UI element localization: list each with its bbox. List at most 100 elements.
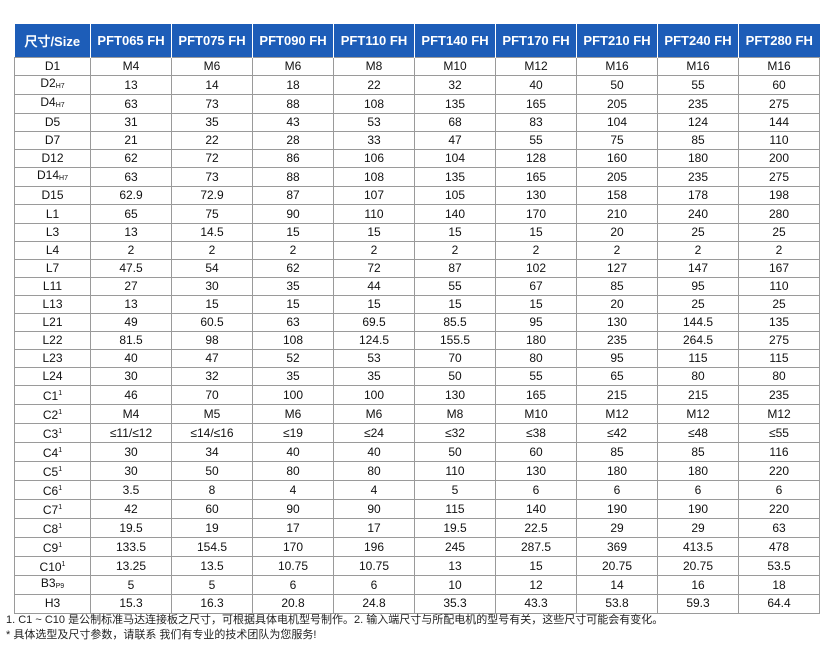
- value-cell: 30: [90, 442, 172, 463]
- row-label-cell: D1: [14, 56, 91, 77]
- value-cell: ≤19: [252, 423, 334, 444]
- table-row: D2H7 13 14 18 22 32 40 50 55 60: [14, 75, 820, 96]
- value-cell: ≤32: [414, 423, 496, 444]
- row-label-cell: D12: [14, 149, 91, 169]
- value-cell: 245: [414, 537, 496, 558]
- value-cell: 127: [576, 258, 658, 278]
- value-cell: 68: [414, 113, 496, 133]
- row-label-subscript: P9: [55, 583, 65, 591]
- value-cell: 2: [333, 240, 415, 260]
- table-row: C41 30 34 40 40 50 60 85 85 116: [14, 442, 820, 463]
- value-cell: 73: [171, 167, 253, 188]
- value-cell: 53.8: [576, 594, 658, 614]
- value-cell: 15: [495, 222, 577, 242]
- row-label: C2: [42, 408, 59, 423]
- value-cell: 235: [657, 94, 739, 115]
- value-cell: M6: [171, 56, 253, 77]
- table-row: C21 M4 M5 M6 M6 M8 M10 M12 M12 M12: [14, 404, 820, 425]
- row-label: L22: [42, 333, 63, 348]
- row-label: D14: [37, 168, 60, 183]
- value-cell: 70: [171, 385, 253, 406]
- value-cell: M6: [333, 404, 415, 425]
- row-label-subscript: H7: [55, 83, 65, 91]
- table-row: L13 13 15 15 15 15 15 20 25 25: [14, 294, 820, 315]
- value-cell: 17: [252, 518, 334, 539]
- value-cell: 108: [252, 331, 334, 351]
- value-cell: 90: [333, 499, 415, 520]
- value-cell: 2: [414, 240, 496, 260]
- value-cell: 20: [576, 294, 658, 315]
- value-cell: 180: [576, 461, 658, 482]
- value-cell: 10.75: [333, 556, 415, 577]
- value-cell: 116: [738, 442, 820, 463]
- value-cell: 14: [171, 75, 253, 96]
- row-label-cell: L3: [14, 222, 91, 242]
- value-cell: 180: [657, 461, 739, 482]
- value-cell: 22: [333, 75, 415, 96]
- value-cell: 33: [333, 131, 415, 151]
- value-cell: 98: [171, 331, 253, 351]
- value-cell: 75: [171, 204, 253, 224]
- value-cell: M4: [90, 56, 172, 77]
- value-cell: 158: [576, 186, 658, 206]
- value-cell: M16: [576, 56, 658, 77]
- value-cell: 167: [738, 258, 820, 278]
- value-cell: 49: [90, 313, 172, 333]
- row-label: L24: [42, 369, 63, 384]
- value-cell: 55: [495, 367, 577, 387]
- value-cell: 35: [333, 367, 415, 387]
- value-cell: 35.3: [414, 594, 496, 614]
- value-cell: 28: [252, 131, 334, 151]
- value-cell: 215: [657, 385, 739, 406]
- value-cell: 62: [252, 258, 334, 278]
- value-cell: 25: [657, 222, 739, 242]
- row-label: D5: [44, 115, 61, 130]
- value-cell: 35: [171, 113, 253, 133]
- value-cell: 154.5: [171, 537, 253, 558]
- value-cell: 144: [738, 113, 820, 133]
- value-cell: 73: [171, 94, 253, 115]
- value-cell: 165: [495, 167, 577, 188]
- row-label: D4: [40, 95, 56, 110]
- value-cell: 35: [252, 367, 334, 387]
- table-row: D4H7 63 73 88 108 135 165 205 235 275: [14, 94, 820, 115]
- value-cell: 21: [90, 131, 172, 151]
- value-cell: 287.5: [495, 537, 577, 558]
- row-label-cell: C31: [14, 423, 91, 444]
- value-cell: 50: [171, 461, 253, 482]
- value-cell: M5: [171, 404, 253, 425]
- value-cell: M8: [333, 56, 415, 77]
- value-cell: 62: [90, 149, 172, 169]
- value-cell: 178: [657, 186, 739, 206]
- row-label-cell: D15: [14, 186, 91, 206]
- row-label: D12: [41, 151, 64, 166]
- table-row: L3 13 14.5 15 15 15 15 20 25 25: [14, 222, 820, 242]
- value-cell: 4: [333, 480, 415, 501]
- table-row: C71 42 60 90 90 115 140 190 190 220: [14, 499, 820, 520]
- row-label-cell: L23: [14, 349, 91, 369]
- value-cell: 35: [252, 276, 334, 296]
- value-cell: 2: [90, 240, 172, 260]
- value-cell: 110: [414, 461, 496, 482]
- value-cell: 60: [495, 442, 577, 463]
- row-label-cell: C11: [14, 385, 91, 406]
- table-row: D14H7 63 73 88 108 135 165 205 235 275: [14, 167, 820, 188]
- row-label: C4: [42, 446, 59, 461]
- value-cell: 135: [414, 94, 496, 115]
- value-cell: 200: [738, 149, 820, 169]
- value-cell: 130: [576, 313, 658, 333]
- table-row: L22 81.5 98 108 124.5 155.5 180 235 264.5 275: [14, 331, 820, 351]
- value-cell: 235: [738, 385, 820, 406]
- row-label-superscript: 1: [58, 485, 63, 493]
- row-label: L21: [42, 315, 63, 330]
- value-cell: 124.5: [333, 331, 415, 351]
- value-cell: ≤38: [495, 423, 577, 444]
- value-cell: M4: [90, 404, 172, 425]
- value-cell: 72: [171, 149, 253, 169]
- value-cell: M10: [414, 56, 496, 77]
- value-cell: 42: [90, 499, 172, 520]
- value-cell: 235: [576, 331, 658, 351]
- row-label: L1: [45, 206, 60, 221]
- value-cell: 25: [738, 222, 820, 242]
- value-cell: 2: [495, 240, 577, 260]
